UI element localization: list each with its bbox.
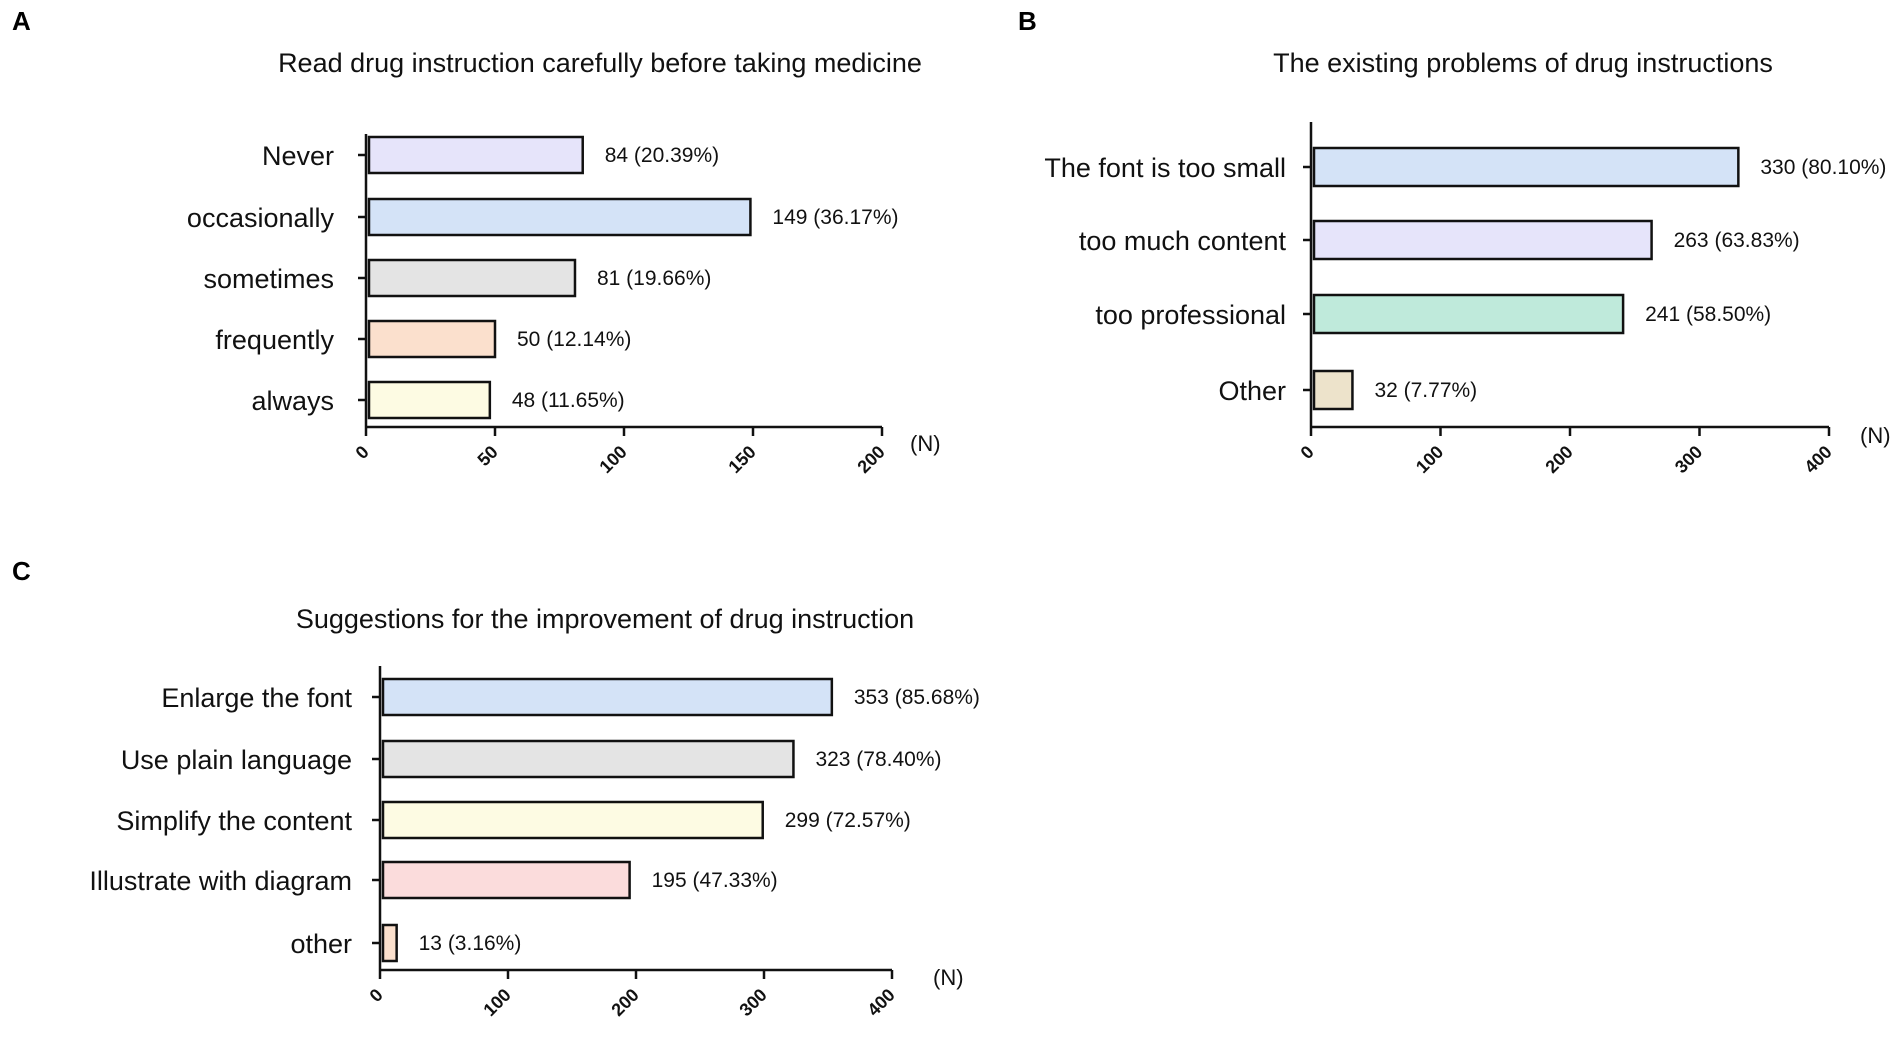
x-tick-label-b: 100 <box>1412 442 1447 477</box>
category-label-c: Simplify the content <box>116 806 352 836</box>
value-label-a: 48 (11.65%) <box>512 389 625 412</box>
x-unit-label-a: (N) <box>910 431 941 456</box>
category-label-c: Use plain language <box>121 745 352 775</box>
panel-b: B The existing problems of drug instructi… <box>1018 6 1891 477</box>
category-label-b: The font is too small <box>1044 153 1286 183</box>
bar-c <box>381 923 398 963</box>
value-label-c: 195 (47.33%) <box>652 869 778 892</box>
bar-a <box>367 380 492 420</box>
x-tick-label-b: 300 <box>1671 442 1706 477</box>
category-label-c: Enlarge the font <box>161 683 352 713</box>
x-tick-label-c: 400 <box>863 985 898 1020</box>
chart-title-c: Suggestions for the improvement of drug … <box>296 604 914 634</box>
bar-a <box>367 135 584 175</box>
bar-c <box>381 677 834 717</box>
x-tick-label-a: 0 <box>352 442 373 463</box>
bar-b <box>1312 146 1740 188</box>
x-tick-label-b: 0 <box>1297 442 1318 463</box>
x-tick-label-a: 100 <box>595 442 630 477</box>
bar-b <box>1312 369 1354 411</box>
value-label-a: 149 (36.17%) <box>772 206 898 229</box>
x-tick-label-a: 50 <box>474 442 502 470</box>
x-tick-label-a: 200 <box>853 442 888 477</box>
bar-b <box>1312 219 1653 261</box>
x-tick-label-a: 150 <box>724 442 759 477</box>
value-label-b: 32 (7.77%) <box>1374 379 1477 402</box>
category-label-b: too much content <box>1079 226 1287 256</box>
category-label-b: Other <box>1218 376 1286 406</box>
bar-a <box>367 197 752 237</box>
bar-c <box>381 860 631 900</box>
bar-c <box>381 800 764 840</box>
chart-title-b: The existing problems of drug instructio… <box>1273 48 1773 78</box>
bar-a <box>367 258 577 298</box>
category-label-a: sometimes <box>203 264 334 294</box>
x-tick-label-c: 200 <box>607 985 642 1020</box>
x-unit-label-c: (N) <box>933 965 964 990</box>
panel-c: C Suggestions for the improvement of drug… <box>12 556 980 1020</box>
value-label-b: 330 (80.10%) <box>1760 156 1886 179</box>
panel-a: A Read drug instruction carefully before … <box>12 6 941 477</box>
category-label-b: too professional <box>1095 300 1286 330</box>
category-label-c: Illustrate with diagram <box>89 866 352 896</box>
chart-title-a: Read drug instruction carefully before t… <box>278 48 922 78</box>
value-label-c: 323 (78.40%) <box>815 748 941 771</box>
x-tick-label-b: 400 <box>1800 442 1835 477</box>
category-label-a: occasionally <box>187 203 335 233</box>
x-tick-label-c: 100 <box>479 985 514 1020</box>
x-tick-label-c: 300 <box>735 985 770 1020</box>
bar-b <box>1312 293 1625 335</box>
value-label-b: 241 (58.50%) <box>1645 303 1771 326</box>
category-label-a: Never <box>262 141 334 171</box>
x-tick-label-c: 0 <box>366 985 387 1006</box>
category-label-a: frequently <box>215 325 334 355</box>
value-label-b: 263 (63.83%) <box>1674 229 1800 252</box>
category-label-c: other <box>290 929 352 959</box>
panel-label-b: B <box>1018 6 1037 36</box>
panel-label-a: A <box>12 6 31 36</box>
x-unit-label-b: (N) <box>1860 423 1891 448</box>
value-label-c: 13 (3.16%) <box>419 932 522 955</box>
x-tick-label-b: 200 <box>1541 442 1576 477</box>
value-label-a: 50 (12.14%) <box>517 328 631 351</box>
value-label-c: 353 (85.68%) <box>854 686 980 709</box>
category-label-a: always <box>251 386 334 416</box>
panel-label-c: C <box>12 556 31 586</box>
value-label-c: 299 (72.57%) <box>785 809 911 832</box>
value-label-a: 84 (20.39%) <box>605 144 719 167</box>
value-label-a: 81 (19.66%) <box>597 267 711 290</box>
bar-a <box>367 319 497 359</box>
bar-c <box>381 739 795 779</box>
